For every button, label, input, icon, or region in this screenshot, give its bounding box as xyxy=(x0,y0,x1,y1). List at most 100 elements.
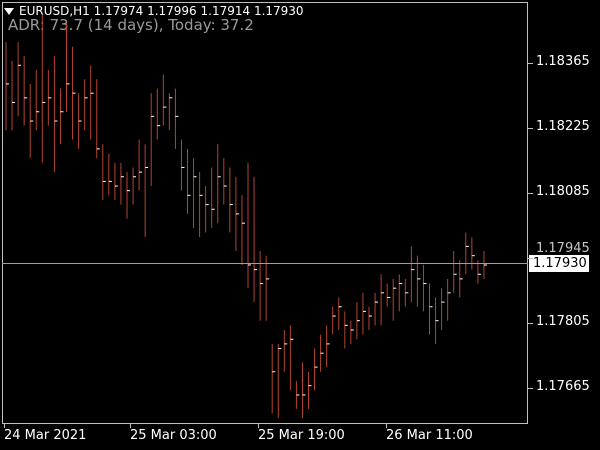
y-tick-mark xyxy=(528,63,533,64)
y-tick-mark xyxy=(528,258,533,259)
x-tick-label: 25 Mar 03:00 xyxy=(130,428,217,443)
ohlc-bar xyxy=(289,325,294,391)
dropdown-triangle-icon[interactable] xyxy=(4,8,14,15)
ohlc-bar xyxy=(126,172,130,219)
ohlc-bar xyxy=(410,246,415,303)
ohlc-bar xyxy=(265,255,270,321)
ohlc-bar xyxy=(301,362,306,419)
ohlc-bar xyxy=(5,42,9,131)
ohlc-bar xyxy=(380,274,385,326)
ohlc-bar xyxy=(477,260,481,284)
y-tick-mark xyxy=(528,128,533,129)
y-tick-label: 1.17945 xyxy=(536,241,590,256)
x-tick-label: 26 Mar 11:00 xyxy=(386,428,473,443)
y-tick-label: 1.17665 xyxy=(536,379,590,394)
ohlc-bar xyxy=(138,139,143,191)
ohlc-bar xyxy=(211,167,215,228)
ohlc-bar xyxy=(114,162,118,200)
ohlc-bar xyxy=(356,302,360,340)
ohlc-bar xyxy=(229,167,233,233)
ohlc-bar xyxy=(404,278,409,307)
ohlc-bar xyxy=(53,56,58,173)
ohlc-bar xyxy=(35,69,40,131)
ohlc-bar xyxy=(41,14,46,163)
ohlc-bar xyxy=(429,283,433,335)
ohlc-bar xyxy=(187,148,191,214)
ohlc-bar xyxy=(108,153,112,196)
ohlc-bar xyxy=(483,251,487,279)
y-tick-label: 1.18365 xyxy=(536,54,590,69)
current-price-line xyxy=(2,263,528,264)
ohlc-bar xyxy=(332,306,336,335)
ohlc-bar xyxy=(362,292,366,335)
x-tick-label: 24 Mar 2021 xyxy=(4,428,87,443)
ohlc-bar xyxy=(368,306,372,330)
ohlc-bar xyxy=(168,93,173,131)
ohlc-bar xyxy=(23,56,28,126)
ohlc-bar xyxy=(199,172,203,238)
x-tick-mark xyxy=(258,424,259,428)
y-tick-label: 1.18225 xyxy=(536,119,590,134)
ohlc-bar xyxy=(180,139,185,191)
ohlc-bar xyxy=(66,23,70,112)
ohlc-bar xyxy=(416,255,421,307)
ohlc-bar xyxy=(241,195,245,265)
ohlc-bar xyxy=(84,79,88,131)
ohlc-bar xyxy=(90,65,94,140)
y-tick-mark xyxy=(528,388,533,389)
ohlc-bar xyxy=(441,288,445,330)
ohlc-bar xyxy=(72,46,76,140)
ohlc-bar xyxy=(320,334,324,372)
symbol-ohlc-text: EURUSD,H1 1.17974 1.17996 1.17914 1.1793… xyxy=(19,4,304,18)
ohlc-bar xyxy=(96,79,100,159)
ohlc-bar xyxy=(150,93,155,187)
y-tick-mark xyxy=(528,323,533,324)
ohlc-bar xyxy=(132,167,137,205)
ohlc-bar xyxy=(156,88,161,140)
ohlc-bar xyxy=(120,162,124,205)
ohlc-bar xyxy=(465,232,469,275)
ohlc-bar xyxy=(422,264,427,312)
ohlc-bar xyxy=(259,251,264,321)
ohlc-bar xyxy=(174,88,179,149)
ohlc-bar xyxy=(253,176,258,303)
ohlc-bar xyxy=(205,186,209,233)
ohlc-bar xyxy=(102,144,106,200)
x-tick-mark xyxy=(130,424,131,428)
ohlc-bar xyxy=(398,274,403,312)
ohlc-bar xyxy=(338,297,342,330)
ohlc-bar xyxy=(271,343,276,414)
adr-indicator-text: ADR: 73.7 (14 days), Today: 37.2 xyxy=(8,16,254,34)
ohlc-bar xyxy=(326,325,330,368)
chart-header: EURUSD,H1 1.17974 1.17996 1.17914 1.1793… xyxy=(4,4,304,18)
ohlc-bar xyxy=(59,88,64,145)
plot-area[interactable] xyxy=(2,2,528,424)
ohlc-bar xyxy=(193,158,197,228)
ohlc-bar xyxy=(386,283,391,307)
ohlc-bar xyxy=(247,162,251,289)
ohlc-bar xyxy=(144,144,149,238)
x-tick-label: 25 Mar 19:00 xyxy=(258,428,345,443)
ohlc-bar xyxy=(29,83,34,159)
ohlc-bar xyxy=(344,311,348,349)
y-tick-label: 1.17805 xyxy=(536,314,590,329)
ohlc-bar xyxy=(350,320,354,344)
x-tick-mark xyxy=(4,424,5,428)
ohlc-bar xyxy=(283,329,288,372)
y-tick-mark xyxy=(528,193,533,194)
ohlc-bar xyxy=(471,237,475,270)
ohlc-bar xyxy=(453,251,457,293)
ohlc-bar xyxy=(78,93,82,149)
x-tick-mark xyxy=(386,424,387,428)
ohlc-bar xyxy=(392,278,397,321)
ohlc-bar xyxy=(374,292,379,326)
ohlc-bar xyxy=(314,348,318,391)
ohlc-bar xyxy=(308,371,312,409)
ohlc-bar xyxy=(459,260,463,298)
ohlc-bar xyxy=(17,42,22,117)
ohlc-bar xyxy=(47,69,52,126)
current-price-label: 1.17930 xyxy=(529,255,589,272)
ohlc-bar xyxy=(223,158,227,205)
